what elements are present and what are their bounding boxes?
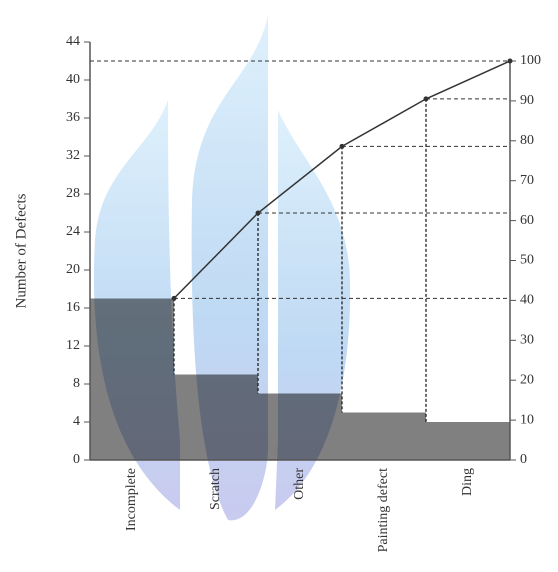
y-axis-label: Number of Defects [13,193,29,308]
x-tick-label: Other [292,468,307,500]
chart: 0 4 8 12 16 20 24 28 32 36 40 44 0 10 20 30 40 50 60 70 80 90… [0,0,558,572]
cumulative-point [340,144,345,149]
y2-tick-label: 30 [520,333,534,348]
bar [342,413,426,461]
y-tick-label: 8 [73,376,80,391]
y-tick-label: 4 [73,414,80,429]
y2-tick-label: 100 [520,53,541,68]
y-tick-label: 16 [66,300,80,315]
cumulative-point [256,211,261,216]
watermark [94,15,350,520]
x-tick-label: Incomplete [124,468,139,531]
x-tick-label: Painting defect [376,468,391,552]
cumulative-point [172,296,177,301]
bar [426,422,510,460]
y-tick-label: 0 [73,452,80,467]
y2-tick-label: 0 [520,452,527,467]
y2-tick-label: 40 [520,293,534,308]
y2-tick-label: 20 [520,372,534,387]
y-tick-label: 20 [66,262,80,277]
y-tick-label: 24 [66,224,80,239]
y2-tick-label: 50 [520,253,534,268]
cumulative-point [424,96,429,101]
y2-tick-label: 70 [520,173,534,188]
x-tick-label: Ding [460,468,475,496]
cumulative-point [508,59,513,64]
y2-tick-label: 90 [520,93,534,108]
y2-tick-label: 60 [520,213,534,228]
y2-tick-label: 10 [520,412,534,427]
y-tick-label: 12 [66,338,80,353]
y-tick-label: 32 [66,148,80,163]
y-tick-label: 40 [66,72,80,87]
y-tick-label: 36 [66,110,80,125]
x-tick-label: Scratch [208,468,223,510]
y-tick-label: 44 [66,34,80,49]
y-tick-label: 28 [66,186,80,201]
y2-tick-label: 80 [520,133,534,148]
